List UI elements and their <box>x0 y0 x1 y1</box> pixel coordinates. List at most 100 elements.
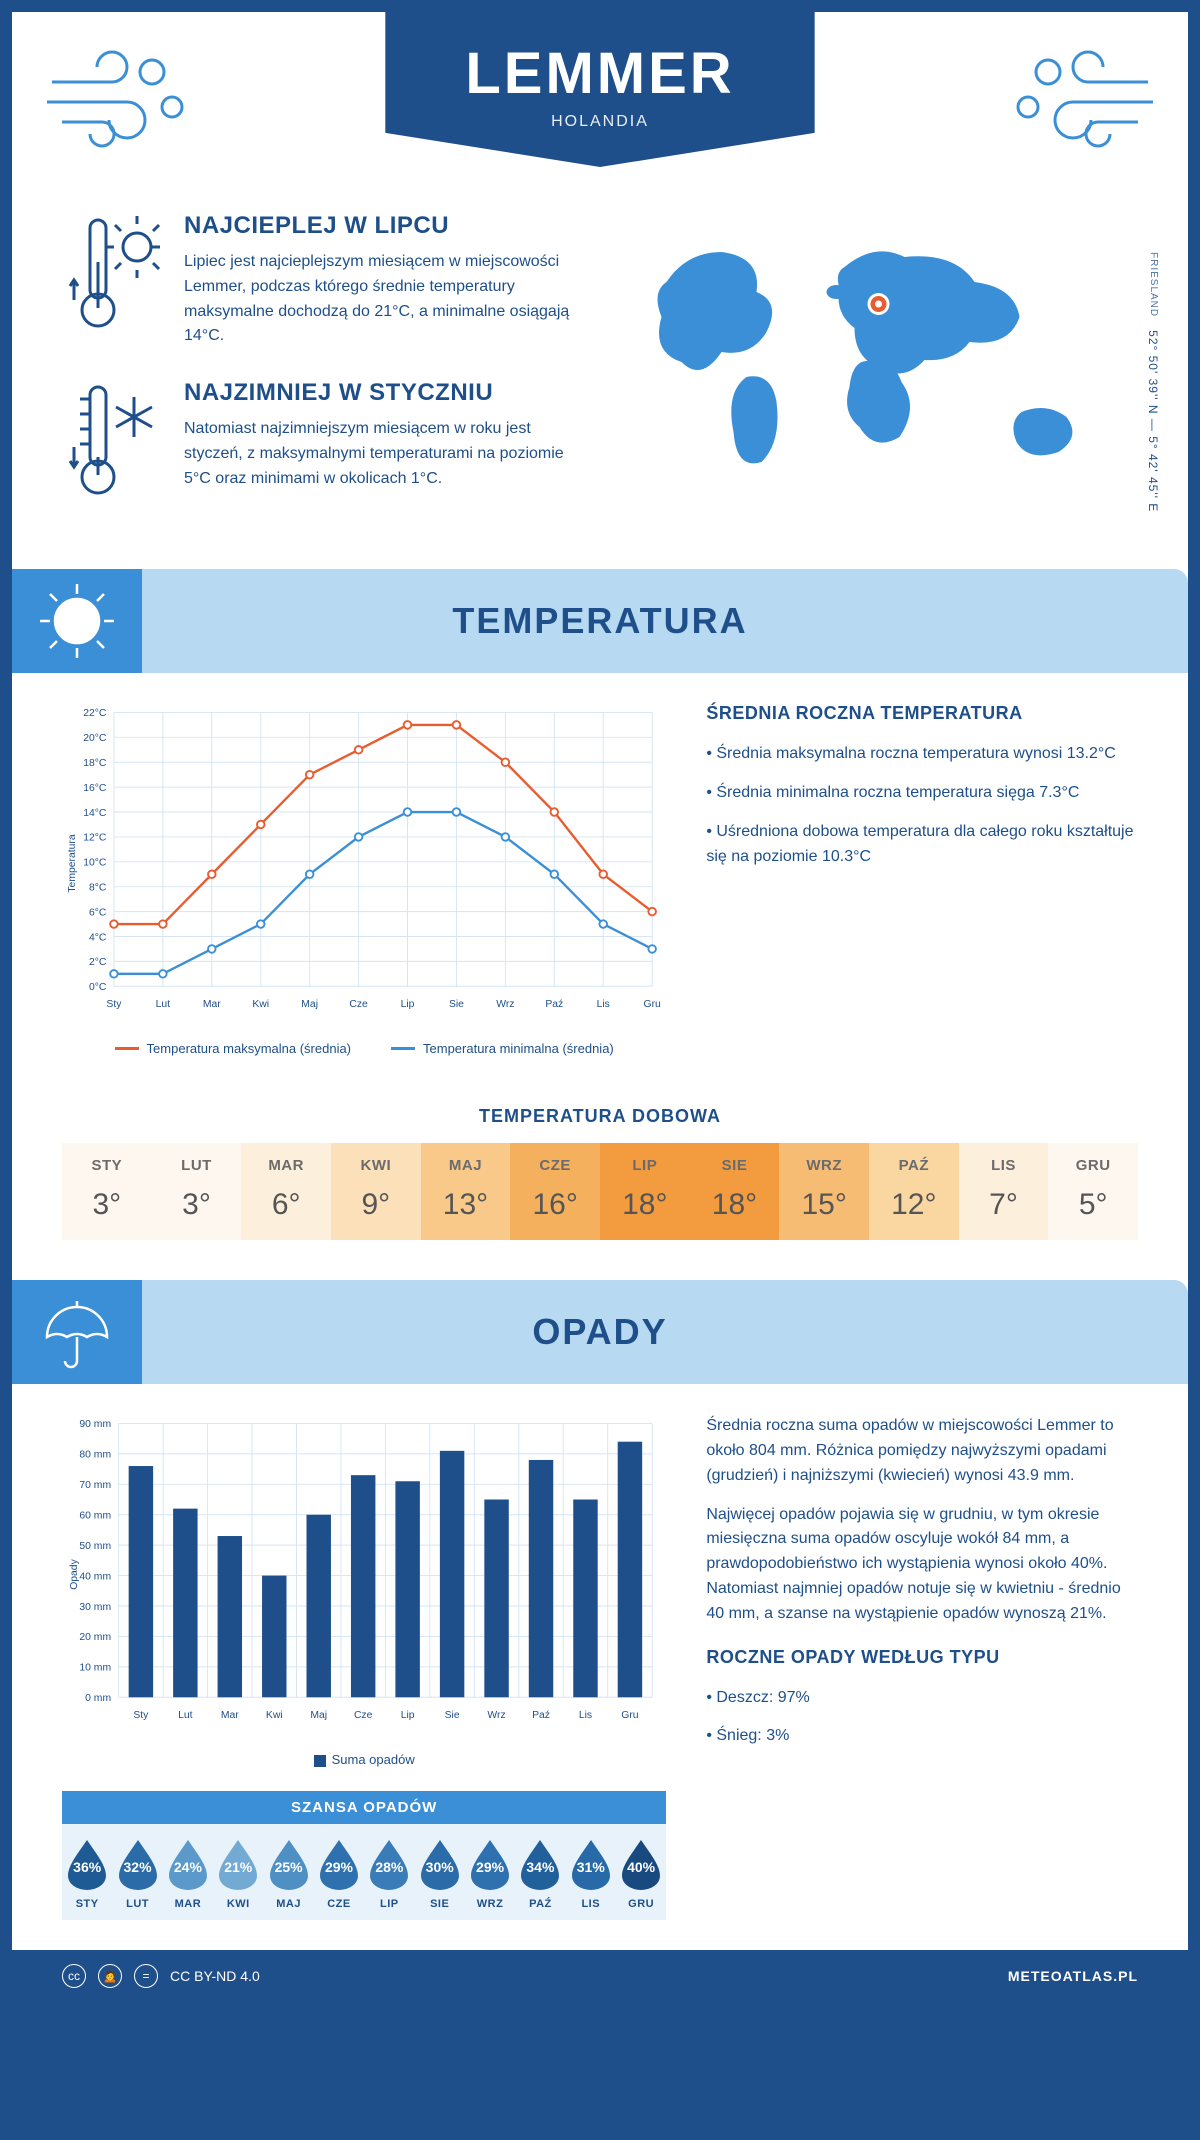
svg-text:Kwi: Kwi <box>266 1710 283 1721</box>
daily-temp-table: STY3°LUT3°MAR6°KWI9°MAJ13°CZE16°LIP18°SI… <box>62 1143 1138 1240</box>
svg-text:40 mm: 40 mm <box>79 1572 111 1583</box>
precip-p2: Najwięcej opadów pojawia się w grudniu, … <box>706 1503 1138 1627</box>
page-title: LEMMER <box>465 40 734 107</box>
svg-text:14°C: 14°C <box>83 808 107 819</box>
precip-legend-label: Suma opadów <box>332 1752 415 1767</box>
daily-temp-cell: PAŹ12° <box>869 1143 959 1240</box>
wind-icon-left <box>42 42 192 157</box>
svg-text:60 mm: 60 mm <box>79 1511 111 1522</box>
precip-title: OPADY <box>532 1311 667 1353</box>
svg-text:10 mm: 10 mm <box>79 1663 111 1674</box>
svg-text:Kwi: Kwi <box>252 999 269 1010</box>
cc-icon: cc <box>62 1964 86 1988</box>
daily-temp-cell: LIP18° <box>600 1143 690 1240</box>
svg-text:Lip: Lip <box>401 999 415 1010</box>
temp-summary-title: ŚREDNIA ROCZNA TEMPERATURA <box>706 703 1138 724</box>
svg-text:2°C: 2°C <box>89 957 107 968</box>
wind-icon-right <box>1008 42 1158 157</box>
chance-cell: 30% SIE <box>415 1838 465 1910</box>
svg-text:20 mm: 20 mm <box>79 1632 111 1643</box>
chance-cell: 40% GRU <box>616 1838 666 1910</box>
drop-icon: 29% <box>469 1838 511 1890</box>
svg-text:8°C: 8°C <box>89 883 107 894</box>
temperature-section: 0°C2°C4°C6°C8°C10°C12°C14°C16°C18°C20°C2… <box>12 703 1188 1086</box>
svg-text:Sie: Sie <box>445 1710 460 1721</box>
svg-text:6°C: 6°C <box>89 908 107 919</box>
svg-text:Sty: Sty <box>133 1710 149 1721</box>
svg-text:10°C: 10°C <box>83 858 107 869</box>
precip-banner: OPADY <box>12 1280 1188 1384</box>
svg-text:16°C: 16°C <box>83 783 107 794</box>
svg-text:Mar: Mar <box>221 1710 239 1721</box>
hottest-text: NAJCIEPLEJ W LIPCU Lipiec jest najcieple… <box>184 212 585 349</box>
hottest-block: NAJCIEPLEJ W LIPCU Lipiec jest najcieple… <box>62 212 585 349</box>
svg-text:Lut: Lut <box>178 1710 193 1721</box>
chance-cell: 21% KWI <box>213 1838 263 1910</box>
svg-text:0 mm: 0 mm <box>85 1693 111 1704</box>
header: LEMMER HOLANDIA <box>12 12 1188 212</box>
svg-text:50 mm: 50 mm <box>79 1541 111 1552</box>
license-label: CC BY-ND 4.0 <box>170 1968 260 1984</box>
svg-text:Gru: Gru <box>644 999 662 1010</box>
daily-temp-cell: LUT3° <box>152 1143 242 1240</box>
page-subtitle: HOLANDIA <box>465 113 734 131</box>
svg-text:Gru: Gru <box>621 1710 639 1721</box>
legend-item: Temperatura minimalna (średnia) <box>391 1041 614 1056</box>
temp-summary-bullet: • Średnia maksymalna roczna temperatura … <box>706 742 1138 767</box>
chance-cell: 24% MAR <box>163 1838 213 1910</box>
daily-temp-cell: WRZ15° <box>779 1143 869 1240</box>
sun-icon <box>12 569 142 673</box>
svg-text:18°C: 18°C <box>83 758 107 769</box>
drop-icon: 28% <box>368 1838 410 1890</box>
page: LEMMER HOLANDIA <box>0 0 1200 2014</box>
chance-cell: 34% PAŹ <box>515 1838 565 1910</box>
chance-title: SZANSA OPADÓW <box>62 1791 666 1824</box>
chance-cell: 29% CZE <box>314 1838 364 1910</box>
temp-summary-bullet: • Średnia minimalna roczna temperatura s… <box>706 781 1138 806</box>
svg-text:Temperatura: Temperatura <box>67 834 78 892</box>
hottest-body: Lipiec jest najcieplejszym miesiącem w m… <box>184 250 585 349</box>
precip-type-title: ROCZNE OPADY WEDŁUG TYPU <box>706 1647 1138 1668</box>
daily-temp-cell: STY3° <box>62 1143 152 1240</box>
svg-text:90 mm: 90 mm <box>79 1419 111 1430</box>
daily-temp-cell: MAJ13° <box>421 1143 511 1240</box>
svg-text:Sty: Sty <box>106 999 122 1010</box>
chance-cell: 36% STY <box>62 1838 112 1910</box>
chance-cell: 28% LIP <box>364 1838 414 1910</box>
chance-cell: 32% LUT <box>112 1838 162 1910</box>
svg-text:Paź: Paź <box>532 1710 550 1721</box>
svg-text:Paź: Paź <box>545 999 563 1010</box>
chance-cell: 31% LIS <box>566 1838 616 1910</box>
daily-temp-cell: MAR6° <box>241 1143 331 1240</box>
svg-text:Lis: Lis <box>579 1710 592 1721</box>
precip-legend: Suma opadów <box>62 1752 666 1767</box>
svg-text:30 mm: 30 mm <box>79 1602 111 1613</box>
svg-text:0°C: 0°C <box>89 982 107 993</box>
svg-text:12°C: 12°C <box>83 833 107 844</box>
daily-temp-cell: CZE16° <box>510 1143 600 1240</box>
svg-text:4°C: 4°C <box>89 932 107 943</box>
temperature-legend: Temperatura maksymalna (średnia)Temperat… <box>62 1041 666 1056</box>
daily-temp-cell: GRU5° <box>1048 1143 1138 1240</box>
intro-right: FRIESLAND 52° 50' 39'' N — 5° 42' 45'' E <box>615 212 1138 529</box>
precip-rain: • Deszcz: 97% <box>706 1686 1138 1711</box>
temperature-title: TEMPERATURA <box>452 600 747 642</box>
world-map <box>615 212 1138 492</box>
svg-text:80 mm: 80 mm <box>79 1450 111 1461</box>
daily-temp-cell: KWI9° <box>331 1143 421 1240</box>
footer: cc 🙍 = CC BY-ND 4.0 METEOATLAS.PL <box>12 1950 1188 2002</box>
coordinates: FRIESLAND 52° 50' 39'' N — 5° 42' 45'' E <box>1146 252 1160 512</box>
by-icon: 🙍 <box>98 1964 122 1988</box>
location-marker-icon <box>868 293 890 315</box>
svg-text:Wrz: Wrz <box>487 1710 505 1721</box>
intro-left: NAJCIEPLEJ W LIPCU Lipiec jest najcieple… <box>62 212 585 529</box>
coldest-block: NAJZIMNIEJ W STYCZNIU Natomiast najzimni… <box>62 379 585 499</box>
svg-text:Cze: Cze <box>354 1710 373 1721</box>
precip-snow: • Śnieg: 3% <box>706 1724 1138 1749</box>
daily-temp-cell: LIS7° <box>959 1143 1049 1240</box>
precip-summary: Średnia roczna suma opadów w miejscowośc… <box>706 1414 1138 1920</box>
chance-cell: 25% MAJ <box>263 1838 313 1910</box>
drop-icon: 32% <box>117 1838 159 1890</box>
drop-icon: 24% <box>167 1838 209 1890</box>
drop-icon: 40% <box>620 1838 662 1890</box>
